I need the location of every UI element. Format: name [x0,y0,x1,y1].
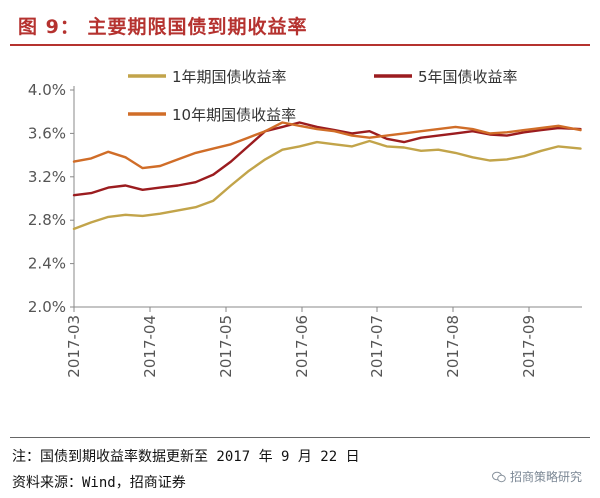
series-line-3 [72,121,582,170]
figure-title: 图 9： 主要期限国债到期收益率 [18,16,308,38]
line-chart: 2.0% 2.4% 2.8% 3.2% 3.6% 4.0% 2017-03 2017-04 20… [28,68,582,378]
title-rule [10,44,590,46]
y-tick-label: 2.0% [28,298,66,316]
x-tick-label: 2017-09 [520,315,538,378]
legend-label: 1年期国债收益率 [172,68,287,86]
chart-source: 资料来源：Wind，招商证券 [12,475,186,491]
y-tick-label: 3.6% [28,124,66,142]
y-tick-label: 2.4% [28,255,66,273]
y-tick-label: 3.2% [28,168,66,186]
x-tick-label: 2017-04 [141,315,159,378]
chart-legend: 1年期国债收益率 5年国债收益率 10年期国债收益率 [128,68,518,124]
series-layer [72,121,582,231]
series-line-1 [72,139,582,231]
legend-label: 10年期国债收益率 [172,106,296,124]
wechat-icon [491,471,506,482]
x-tick-label: 2017-06 [293,315,311,378]
x-tick-label: 2017-08 [444,315,462,378]
watermark-text: 招商策略研究 [509,470,582,484]
x-tick-label: 2017-03 [65,315,83,378]
watermark: 招商策略研究 [491,468,582,485]
legend-label: 5年国债收益率 [418,68,518,86]
y-tick-label: 4.0% [28,81,66,99]
chart-axes: 2.0% 2.4% 2.8% 3.2% 3.6% 4.0% 2017-03 2017-04 20… [28,81,582,378]
y-tick-label: 2.8% [28,211,66,229]
x-tick-label: 2017-05 [217,315,235,378]
chart-note: 注：国债到期收益率数据更新至 2017 年 9 月 22 日 [12,449,360,465]
x-tick-label: 2017-07 [368,315,386,378]
footer-rule [10,437,590,438]
series-line-2 [72,121,582,197]
